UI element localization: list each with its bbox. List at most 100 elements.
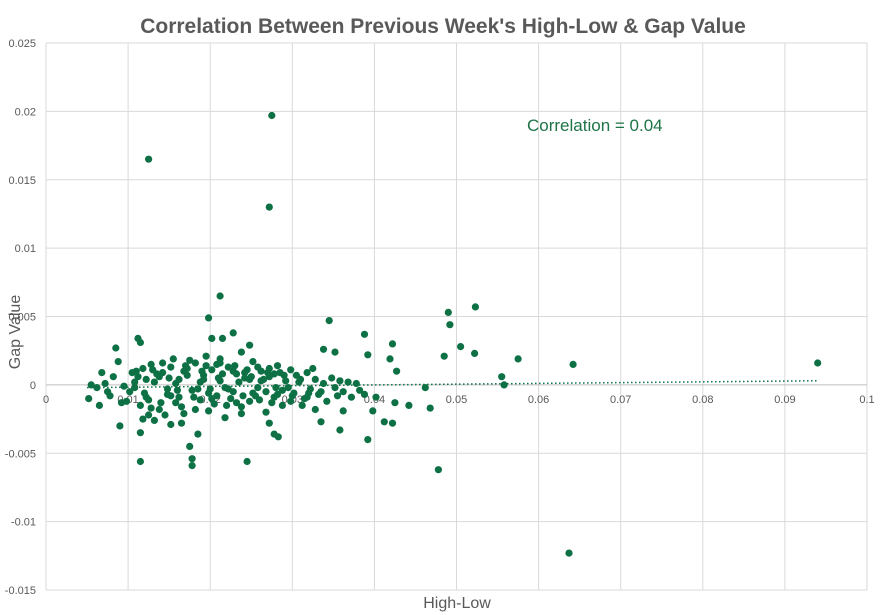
x-axis-ticks: 00.010.020.030.040.050.060.070.080.090.1 [43,394,875,406]
data-point [163,385,172,393]
data-point [265,203,273,211]
data-point [317,388,325,396]
x-tick-label: 0.07 [610,394,631,406]
data-point [246,397,254,405]
data-point [150,378,158,386]
data-point [202,352,210,360]
data-point [159,359,167,367]
data-point [331,384,339,392]
data-point [134,373,142,381]
data-point [446,321,454,329]
data-point [147,360,155,368]
data-point [150,416,158,424]
data-point [278,401,286,409]
data-point [249,389,257,397]
data-point [224,363,232,371]
data-point [224,385,232,393]
data-point [145,155,153,163]
data-point [216,359,224,367]
data-point [136,401,144,409]
data-point [344,378,352,386]
data-point [167,392,175,400]
data-point [500,381,508,389]
data-point [114,358,122,366]
data-point [388,340,397,348]
data-point [98,369,106,377]
data-point [122,397,131,405]
data-point [232,399,241,407]
data-point [331,348,339,356]
data-point [333,392,342,400]
data-point [301,395,309,403]
data-point [157,399,165,407]
data-point [191,359,199,367]
data-point [347,393,355,401]
x-tick-label: 0.06 [528,394,549,406]
data-point [186,442,194,450]
data-point [325,317,333,325]
data-point [369,407,377,415]
data-point [198,367,206,375]
data-point [237,348,245,356]
data-point [173,386,181,394]
data-point [284,384,292,392]
data-point [280,371,288,379]
data-point [249,358,257,366]
y-tick-label: 0 [30,380,36,392]
data-point [142,375,150,383]
data-point [364,351,372,359]
data-point [273,390,282,398]
data-point [471,349,479,357]
data-point [296,375,305,383]
y-tick-label: -0.01 [11,517,36,529]
data-point [565,549,573,557]
data-point [814,359,822,367]
x-tick-label: 0.09 [774,394,795,406]
data-point [243,457,251,466]
data-point [131,378,139,386]
data-point [112,344,120,352]
chart-title: Correlation Between Previous Week's High… [140,15,746,38]
data-point [268,399,276,407]
data-point [434,466,442,474]
data-point [305,389,313,397]
data-point [132,367,140,375]
data-point [352,379,360,388]
data-point [440,352,448,360]
data-point [208,395,216,403]
data-point [190,393,198,401]
data-point [264,369,272,377]
data-point [319,379,328,388]
trendline-group [87,380,818,389]
data-point [388,419,397,427]
data-point [287,397,295,405]
data-point [364,436,372,444]
data-point [223,401,231,409]
data-point [191,405,199,414]
data-point [109,373,117,381]
data-point [311,375,319,383]
x-tick-label: 0.1 [859,394,874,406]
data-point [405,401,413,409]
data-point [229,367,237,375]
y-tick-label: 0.005 [8,312,36,324]
data-point [457,343,465,351]
data-point [95,401,103,409]
data-point [328,374,336,382]
data-point [444,308,452,316]
data-point [172,399,180,407]
data-point [210,400,218,408]
data-point [265,419,273,427]
data-point [161,411,169,419]
y-tick-label: 0.015 [8,175,36,187]
gridlines [45,42,868,591]
y-tick-label: 0.01 [15,243,36,255]
data-point [235,378,243,386]
data-point [303,369,311,377]
data-point [155,373,163,381]
x-tick-label: 0 [43,394,49,406]
data-point [205,314,213,322]
data-point [237,403,245,411]
data-point [231,362,239,370]
